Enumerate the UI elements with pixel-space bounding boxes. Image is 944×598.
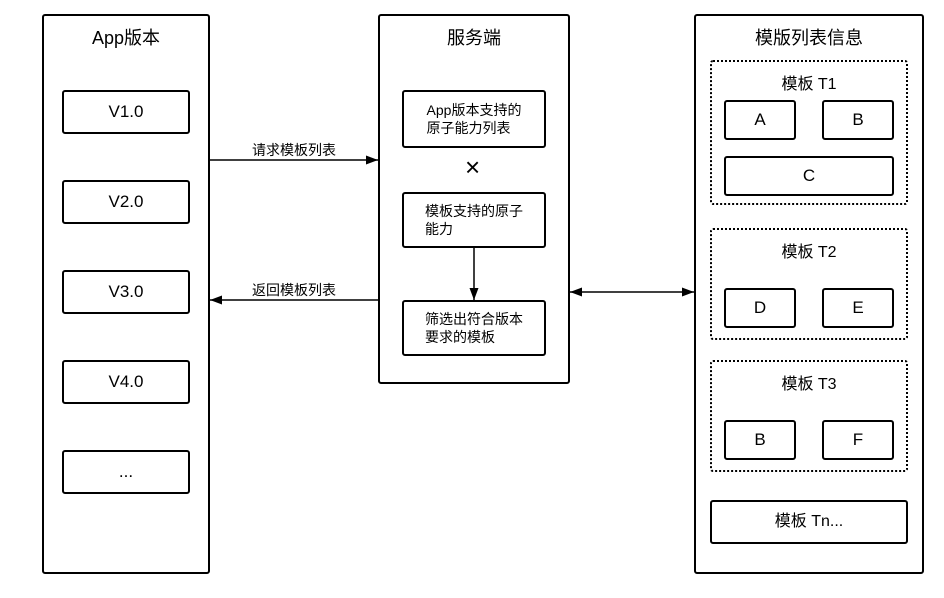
template-group-title: 模板 T2 xyxy=(712,238,906,262)
label-text: F xyxy=(853,429,863,451)
label-text: V2.0 xyxy=(109,191,144,213)
server-column-title: 服务端 xyxy=(380,24,568,50)
server-step-box: App版本支持的 原子能力列表 xyxy=(402,90,546,148)
app-version-item: V2.0 xyxy=(62,180,190,224)
template-overflow-item: 模板 Tn... xyxy=(710,500,908,544)
template-group-title: 模板 T3 xyxy=(712,370,906,394)
label-text: A xyxy=(754,109,765,131)
label-text: 模板 Tn... xyxy=(775,512,843,533)
label-text: B xyxy=(754,429,765,451)
template-capability-item: D xyxy=(724,288,796,328)
label-text: V4.0 xyxy=(109,371,144,393)
label-text: 模板支持的原子 能力 xyxy=(425,202,523,238)
edge-label: 请求模板列表 xyxy=(250,140,338,160)
template-capability-item: C xyxy=(724,156,894,196)
label-text: App版本支持的 原子能力列表 xyxy=(427,101,522,137)
label-text: B xyxy=(852,109,863,131)
template-capability-item: E xyxy=(822,288,894,328)
app-version-item: V4.0 xyxy=(62,360,190,404)
template-capability-item: B xyxy=(822,100,894,140)
cross-product-icon: × xyxy=(465,152,480,183)
template-capability-item: F xyxy=(822,420,894,460)
template-group-title: 模板 T1 xyxy=(712,70,906,94)
label-text: 筛选出符合版本 要求的模板 xyxy=(425,310,523,346)
server-step-box: 模板支持的原子 能力 xyxy=(402,192,546,248)
label-text: D xyxy=(754,297,766,319)
app-version-item: V3.0 xyxy=(62,270,190,314)
template-capability-item: B xyxy=(724,420,796,460)
label-text: ... xyxy=(119,461,133,483)
label-text: V1.0 xyxy=(109,101,144,123)
templates-column-title: 模版列表信息 xyxy=(696,24,922,50)
app-column-title: App版本 xyxy=(44,24,208,50)
label-text: C xyxy=(803,165,815,187)
label-text: V3.0 xyxy=(109,281,144,303)
edge-label: 返回模板列表 xyxy=(250,280,338,300)
app-version-item: V1.0 xyxy=(62,90,190,134)
label-text: E xyxy=(852,297,863,319)
template-capability-item: A xyxy=(724,100,796,140)
app-version-item: ... xyxy=(62,450,190,494)
server-step-box: 筛选出符合版本 要求的模板 xyxy=(402,300,546,356)
